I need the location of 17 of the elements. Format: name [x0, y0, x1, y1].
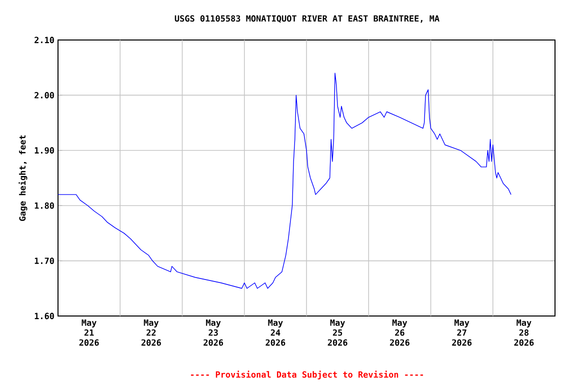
x-tick-label: May 28 2026 [514, 320, 534, 346]
x-tick-label: May 23 2026 [204, 320, 224, 346]
x-tick-label: May 25 2026 [328, 320, 348, 346]
x-tick-label: May 21 2026 [79, 320, 99, 346]
y-tick-label: 1.80 [34, 202, 54, 209]
y-tick-label: 1.70 [34, 258, 54, 264]
text: ---- Provisional Data Subject to Revision ---- [190, 370, 424, 380]
x-tick-label: May 26 2026 [390, 320, 410, 346]
x-tick-label: May 22 2026 [141, 320, 161, 346]
chart-title: USGS 01105583 MONATIQUOT RIVER AT EAST BRAINTREE, MA [174, 15, 440, 23]
y-tick-label: 1.60 [34, 312, 54, 320]
y-tick-label: 2.10 [34, 36, 54, 44]
x-tick-label: May 27 2026 [452, 320, 472, 346]
y-tick-label: 2.00 [34, 92, 54, 98]
x-tick-label: May 24 2026 [266, 320, 286, 346]
y-tick-label: 1.90 [34, 147, 54, 154]
y-axis-title: Gage height, feet [18, 135, 28, 221]
